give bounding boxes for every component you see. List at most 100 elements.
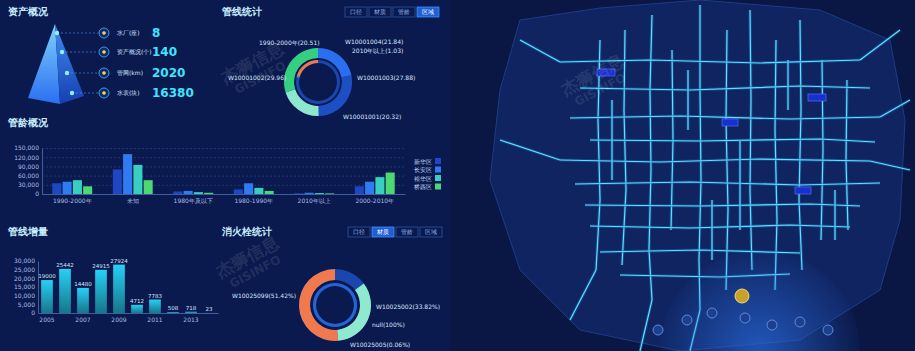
tab[interactable] [417,7,439,17]
road [580,86,870,90]
tab[interactable] [372,227,394,237]
tab[interactable] [345,7,367,17]
slice-label: W10001002(29.96) [228,74,286,81]
pyramid-dot [60,50,64,54]
panel-title: 管线统计 [221,6,262,17]
tab-label[interactable]: 区域 [425,228,437,235]
tab[interactable] [369,7,391,17]
asset-icon-core [102,91,106,95]
bar [167,312,179,313]
grid-line [42,194,405,195]
tick-label: 120,000 [14,154,39,161]
tab-label[interactable]: 材质 [376,228,389,235]
legend: 新华区长安区裕华区桥西区 [413,158,441,191]
tick: 2010年以上 [298,197,331,204]
legend-swatch [435,184,441,190]
road [560,159,870,162]
road [570,116,880,119]
road [739,140,740,230]
bar [173,192,182,194]
tab-label[interactable]: 管龄 [401,228,413,235]
bar [113,265,125,313]
asset-icon [99,28,109,38]
bar [325,193,334,194]
tick-label: 20,000 [14,275,35,282]
tab[interactable] [420,227,442,237]
tab-label[interactable]: 材质 [373,8,386,15]
asset-icon-core [102,71,106,75]
tick-label: 1990-2000年 [53,197,92,204]
bar [305,193,314,194]
panel-title: 消火栓统计 [221,226,272,237]
pyramid-dot [65,71,69,75]
pie-slice [284,48,318,92]
map [490,0,910,351]
road-glow [686,70,689,130]
road [711,200,712,260]
road [846,80,848,230]
tab-label[interactable]: 区域 [422,8,434,15]
road [590,139,875,142]
road-glow [846,80,848,230]
asset-value: 2020 [152,66,185,80]
road-glow [833,190,836,240]
tick: 5,000 [18,301,38,308]
tick: 25,000 [14,266,38,273]
axis-line [38,262,39,314]
pyramid-dot [70,91,74,95]
tab-label[interactable]: 管龄 [398,8,410,15]
tick-label: 2013 [183,316,198,323]
slice-label: W10025099(51.42%) [232,292,296,299]
road [520,40,560,62]
bar [149,300,161,313]
watermark-item: 杰狮信息GISINFO [212,232,289,294]
tab[interactable] [396,227,418,237]
slice-label: W10001001(20.32) [343,113,401,120]
bar [95,270,107,313]
bar [133,165,142,194]
pie-track [284,48,352,116]
bar [77,288,89,313]
bar [194,192,203,194]
slice-label: W10001004(21.84) [345,38,403,45]
legend-label: 新华区 [414,158,432,165]
pyramid-dot [55,31,59,35]
tab-label[interactable]: 口径 [350,8,362,15]
tick-label: 90,000 [18,163,39,170]
tick-label: 60,000 [18,172,39,179]
map-marker [795,187,811,194]
tab[interactable] [393,7,415,17]
tick-label: 2011 [147,316,162,323]
data-label: 24915 [92,263,110,269]
tick-label: 0 [31,309,35,316]
road-glow [738,140,741,230]
bar [144,180,153,194]
road [880,100,910,117]
tick-label: 10,000 [14,292,35,299]
road [500,140,560,160]
tick-label: 25,000 [14,266,35,273]
road [799,20,802,270]
tab[interactable] [348,227,370,237]
road [687,70,688,130]
slice-label: W10025005(0.06%) [350,341,410,348]
data-label: 508 [168,305,179,311]
tick-label: 150,000 [14,144,39,151]
road [860,30,900,60]
road-glow [699,5,701,310]
data-label: 4712 [130,298,144,304]
axis-line [43,194,406,195]
data-label: 718 [186,305,197,311]
tick-label: 2005 [39,316,54,323]
slice-label: 2010年以上(1.03) [352,47,403,54]
tick-label: 5,000 [18,301,35,308]
tab-label[interactable]: 口径 [353,228,365,235]
bars [41,265,215,313]
grid-line [42,185,405,186]
asset-label: 管网(km) [117,69,143,76]
bar [315,193,324,194]
map-tool [682,315,692,325]
x-axis: 20052007200920112013 [39,314,219,324]
connector [57,33,98,34]
road [870,161,910,170]
